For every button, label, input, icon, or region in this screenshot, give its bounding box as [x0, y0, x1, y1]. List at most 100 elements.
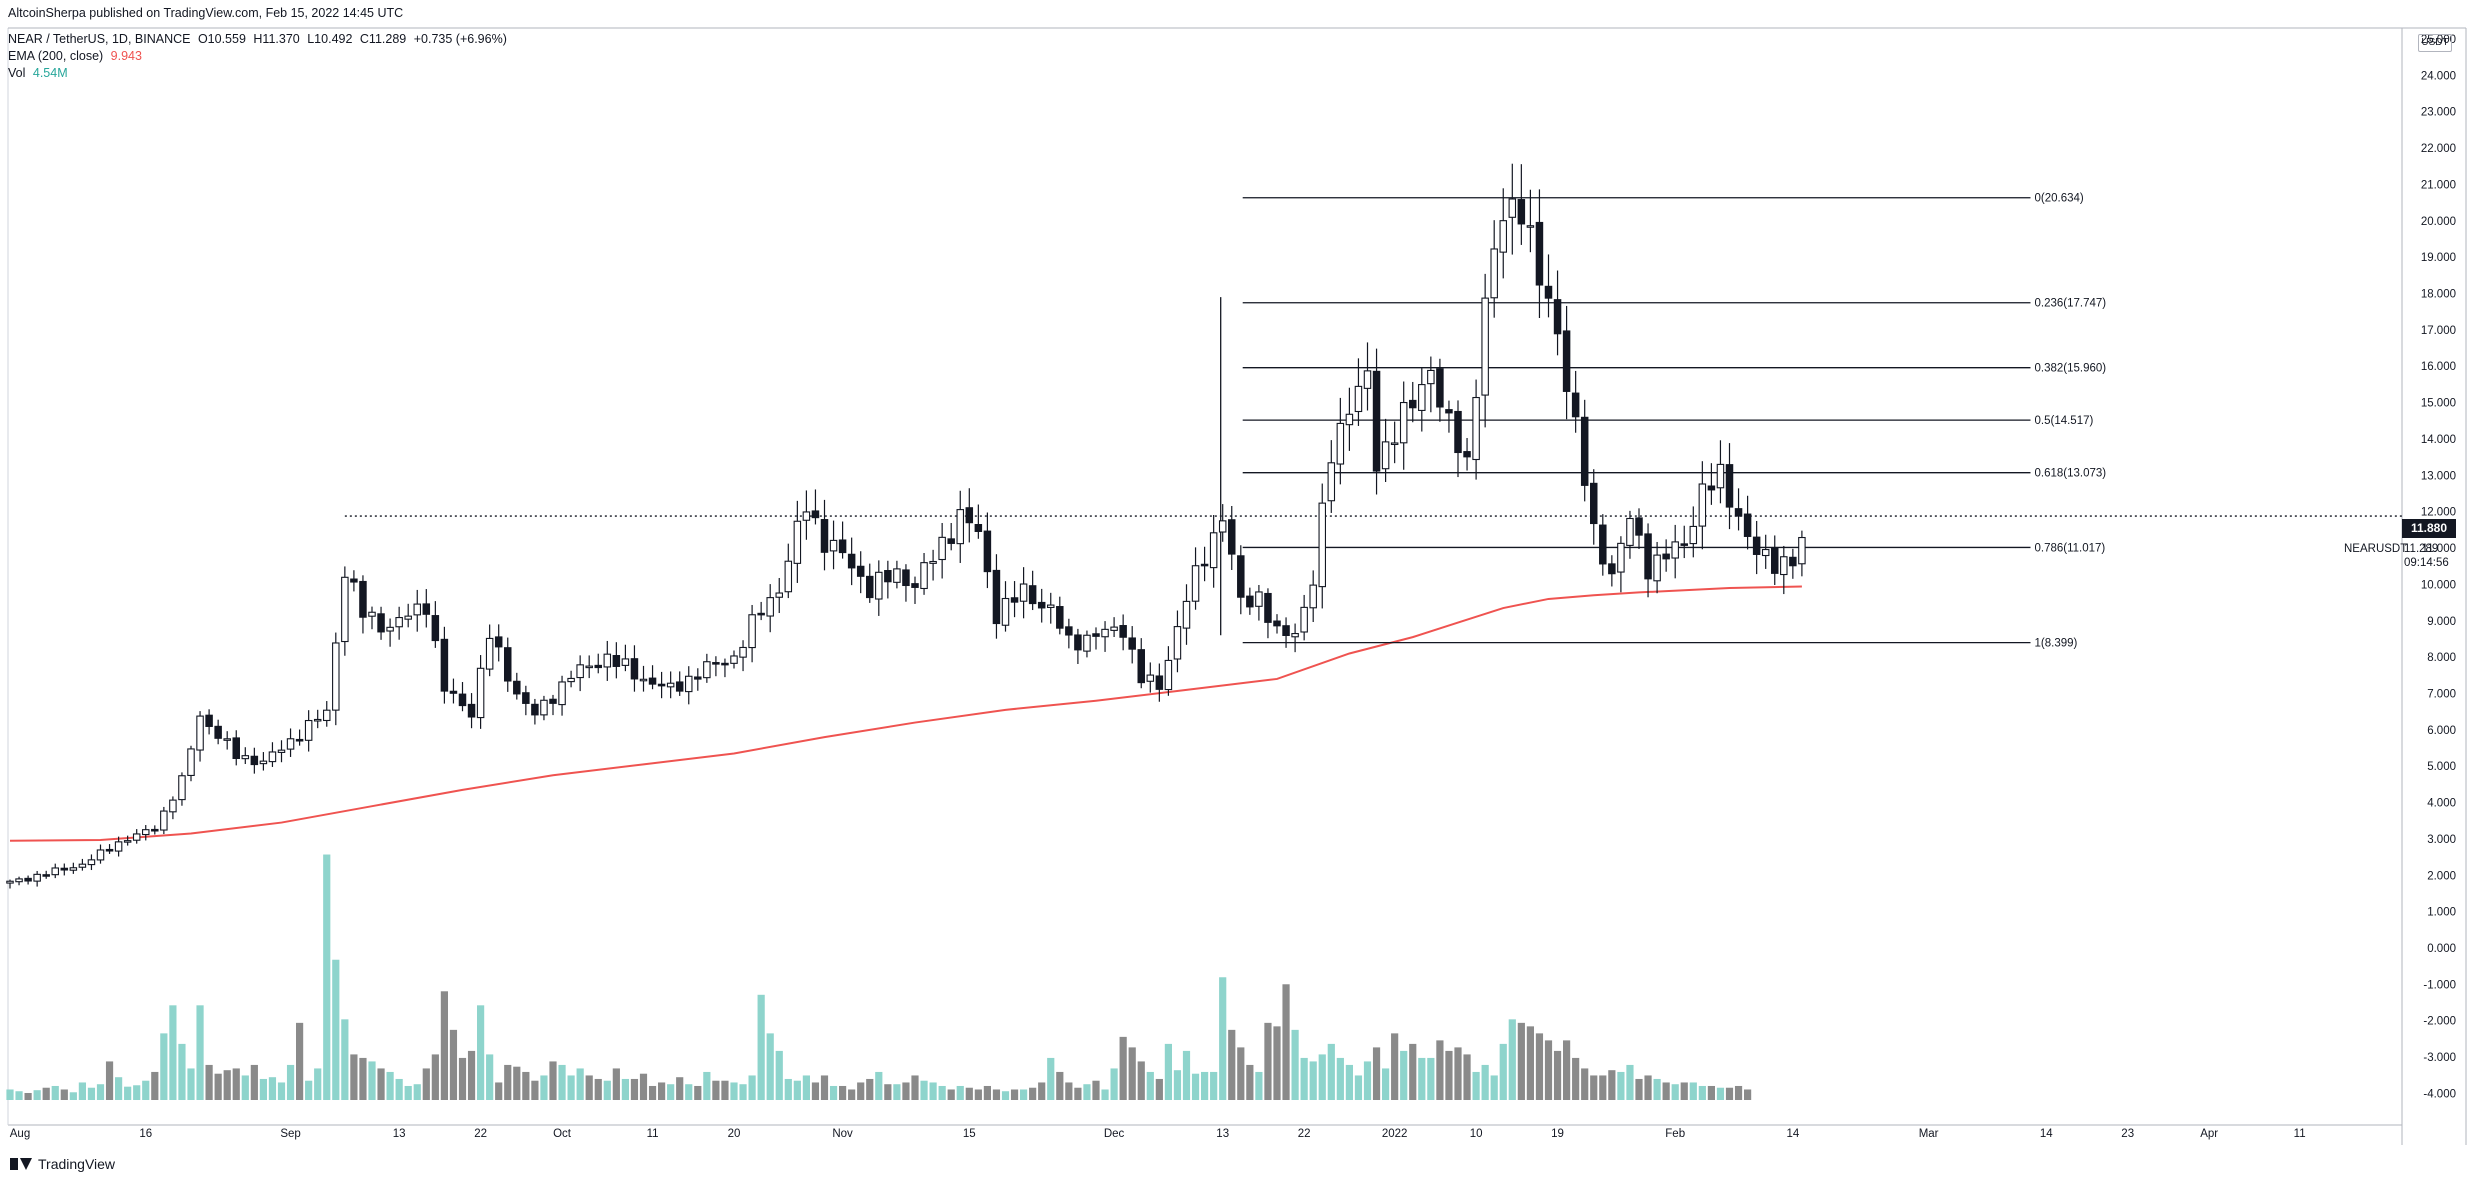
candle-body: [1617, 542, 1625, 573]
candle-body: [1300, 606, 1308, 633]
candle-body: [1635, 517, 1643, 536]
candle-body: [757, 612, 765, 616]
volume-bar: [1146, 1071, 1154, 1100]
volume-bar: [766, 1033, 774, 1100]
price-axis-tick-label: -3.000: [2423, 1052, 2456, 1064]
candle-body: [666, 682, 675, 688]
volume-bar: [947, 1089, 955, 1100]
volume-bar: [1481, 1064, 1489, 1100]
volume-bar: [124, 1086, 132, 1100]
volume-bar: [1698, 1085, 1706, 1100]
volume-bar: [1020, 1089, 1028, 1100]
candle-body: [1381, 441, 1390, 470]
candle-body: [802, 511, 811, 521]
volume-bar: [992, 1089, 1001, 1100]
candle-body: [1200, 563, 1209, 567]
volume-bar: [115, 1077, 123, 1100]
candle-body: [341, 576, 349, 643]
fib-level-label: 0.382(15.960): [2035, 363, 2107, 375]
volume-bar: [1029, 1087, 1037, 1100]
candle-body: [1074, 634, 1082, 651]
volume-bar: [1264, 1022, 1272, 1100]
candle-body: [793, 520, 802, 564]
volume-legend[interactable]: Vol 4.54M: [8, 66, 72, 80]
volume-bar: [449, 1029, 458, 1100]
fib-level-label: 0.236(17.747): [2035, 298, 2107, 310]
time-axis-tick-label: 11: [2294, 1128, 2306, 1140]
volume-bar: [467, 1050, 476, 1100]
price-axis-tick-label: 11.000: [2422, 543, 2456, 555]
volume-bar: [151, 1071, 159, 1100]
candle-body: [1128, 637, 1136, 650]
volume-bar: [857, 1082, 865, 1100]
candle-body: [123, 840, 132, 843]
candle-body: [24, 877, 32, 882]
candle-body: [1056, 606, 1064, 629]
volume-bar: [133, 1085, 141, 1100]
candle-body: [1209, 532, 1218, 569]
volume-bar: [866, 1078, 874, 1100]
candle-body: [938, 536, 946, 561]
volume-bar: [1599, 1075, 1607, 1100]
volume-bar: [1436, 1040, 1444, 1100]
footer-brand[interactable]: TradingView: [10, 1156, 115, 1172]
time-axis-tick-label: 22: [1298, 1128, 1311, 1140]
volume-bar: [1092, 1080, 1100, 1100]
volume-bar: [296, 1022, 304, 1100]
volume-bar: [205, 1064, 213, 1100]
volume-bar: [1499, 1043, 1507, 1100]
candle-body: [1101, 628, 1109, 638]
candle-body: [1255, 591, 1263, 607]
volume-bar: [974, 1089, 982, 1100]
volume-bar: [1137, 1061, 1145, 1100]
candle-body: [33, 873, 41, 882]
candle-body: [1771, 547, 1779, 574]
volume-bar: [929, 1082, 937, 1100]
candle-body: [766, 597, 774, 617]
countdown-tag: 09:14:56: [2404, 557, 2449, 569]
candle-body: [187, 748, 195, 776]
candle-body: [1436, 368, 1444, 408]
candle-body: [1707, 485, 1716, 491]
price-axis-tick-label: 18.000: [2421, 289, 2456, 301]
currency-badge[interactable]: USDT: [2418, 34, 2452, 52]
volume-bar: [1707, 1085, 1715, 1100]
candle-body: [748, 614, 756, 649]
low-value: L10.492: [307, 32, 353, 46]
candle-body: [6, 880, 14, 884]
candle-body: [286, 738, 295, 750]
volume-bar: [1409, 1043, 1417, 1100]
high-value: H11.370: [253, 32, 300, 46]
candle-body: [151, 828, 159, 832]
candle-body: [856, 565, 865, 577]
ema-legend[interactable]: EMA (200, close) 9.943: [8, 49, 146, 63]
candle-body: [983, 530, 992, 573]
candle-body: [1282, 625, 1290, 637]
volume-bar: [1318, 1054, 1326, 1100]
candle-body: [540, 699, 548, 716]
volume-bar: [458, 1057, 467, 1100]
volume-bar: [1056, 1071, 1064, 1100]
candle-body: [1761, 548, 1770, 557]
volume-bar: [1689, 1082, 1697, 1100]
volume-bar: [1210, 1071, 1218, 1100]
last-price-tag: 11.289: [2404, 543, 2439, 555]
volume-bar: [60, 1089, 68, 1100]
candle-body: [1237, 555, 1245, 598]
candle-body: [621, 658, 630, 666]
volume-bar: [1219, 977, 1227, 1100]
volume-bar: [513, 1066, 521, 1100]
volume-bar: [1363, 1061, 1372, 1100]
candle-body: [865, 575, 874, 599]
volume-bar: [477, 1005, 485, 1100]
volume-bar: [956, 1085, 964, 1100]
candle-body: [15, 878, 23, 883]
volume-bar: [1010, 1089, 1019, 1100]
candle-body: [196, 715, 204, 751]
volume-bar: [404, 1085, 412, 1100]
symbol-name[interactable]: NEAR / TetherUS, 1D, BINANCE: [8, 32, 191, 46]
volume-bar: [1047, 1057, 1055, 1100]
volume-bar: [1671, 1084, 1679, 1100]
volume-bar: [178, 1043, 186, 1100]
